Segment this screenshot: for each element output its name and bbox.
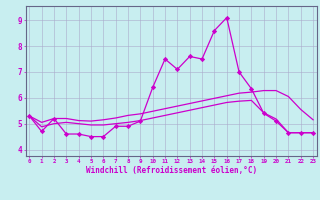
X-axis label: Windchill (Refroidissement éolien,°C): Windchill (Refroidissement éolien,°C) [86, 166, 257, 175]
